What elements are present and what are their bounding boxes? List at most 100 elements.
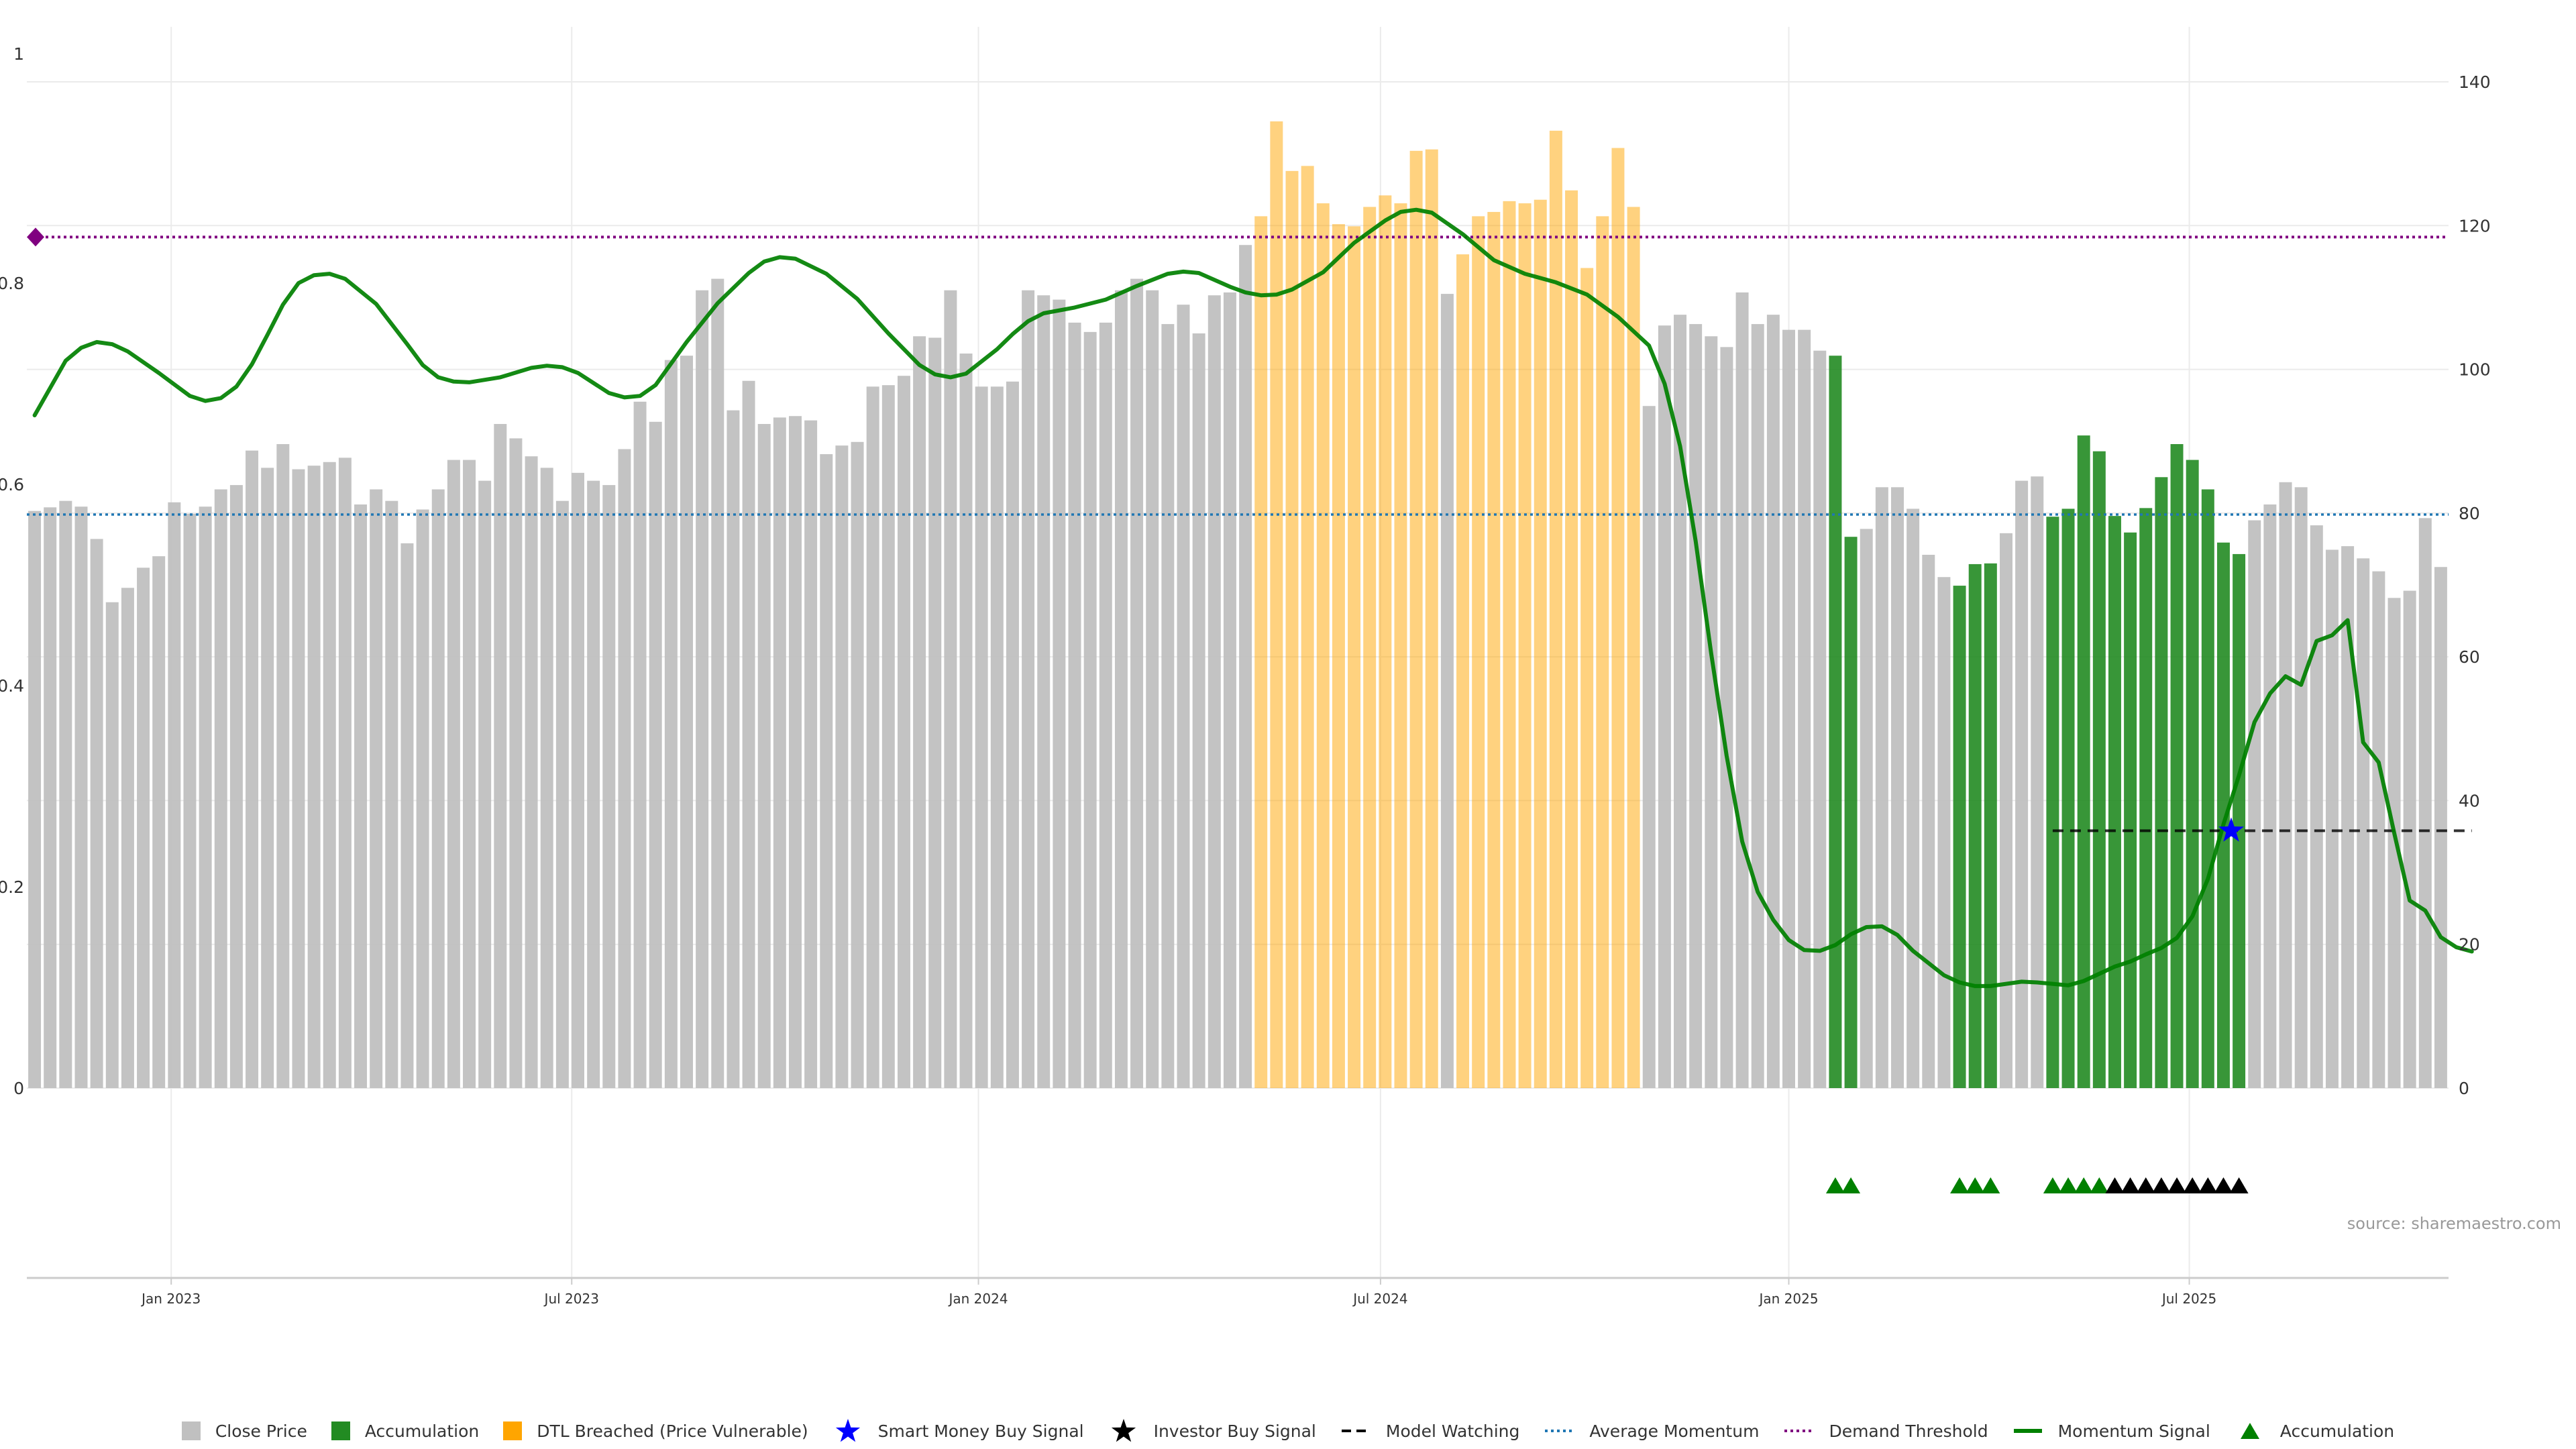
price-bar [338,458,352,1088]
price-bar [649,421,662,1088]
price-bar [2341,546,2355,1088]
price-bar [1083,331,1097,1088]
left-tick-label: 0 [13,1079,24,1098]
price-bar [431,489,445,1088]
legend-item: Accumulation [2235,1417,2394,1444]
price-bar [1503,201,1516,1088]
price-bar [540,468,553,1088]
price-bar [1875,487,1888,1088]
price-bar [1860,529,1873,1088]
price-bar [1844,537,1858,1088]
price-bar [105,602,119,1088]
right-tick-label: 0 [2459,1079,2469,1098]
accumulation-marker [2074,1177,2094,1193]
investor-buy-marker [2198,1177,2218,1193]
price-bar [2418,518,2432,1088]
price-bar [2233,553,2246,1088]
price-bar [214,489,227,1088]
price-bar [1409,150,1423,1088]
price-bar [2310,525,2323,1088]
price-bar [1782,329,1795,1089]
price-bar [881,385,895,1089]
price-bar [866,386,879,1089]
price-bar [1565,190,1578,1089]
price-bar [2031,476,2044,1088]
legend-item: Demand Threshold [1783,1417,1988,1444]
right-tick-label: 60 [2459,647,2480,667]
price-bar [478,480,492,1088]
price-bar [1705,336,1718,1089]
price-bar [1674,315,1687,1089]
price-bar [276,444,290,1088]
price-bar [959,354,973,1088]
x-tick-label: Jan 2024 [947,1291,1008,1307]
price-bar [1658,325,1671,1088]
price-bar [975,386,988,1089]
price-bar [2263,504,2277,1088]
price-bar [1689,324,1703,1089]
x-tick-label: Jul 2023 [543,1291,599,1307]
price-bar [463,460,476,1088]
price-bar [2015,480,2029,1088]
price-bar [2434,567,2447,1088]
left-tick-label: 0.4 [0,676,24,696]
price-bar [90,539,103,1088]
investor-buy-marker [2136,1177,2155,1193]
left-tick-label: 0.8 [0,274,24,293]
price-bar [2155,477,2168,1088]
price-bar [2201,489,2214,1088]
signal-lines [27,207,2474,988]
price-bar [990,386,1004,1089]
momentum-signal-line [32,207,2474,988]
price-bar [2403,590,2416,1088]
legend-square-icon [503,1421,523,1440]
legend-square-icon [331,1421,350,1440]
price-bar [555,500,569,1088]
price-bar [711,278,724,1089]
legend-item: Momentum Signal [2012,1417,2210,1444]
price-bar [28,511,42,1088]
price-bar [1440,294,1454,1089]
price-bar [261,468,274,1088]
smart-money-star [2218,817,2244,842]
legend-item: Close Price [181,1421,307,1441]
right-tick-label: 40 [2459,791,2480,810]
price-bar [1751,324,1764,1089]
price-bar [370,489,383,1088]
legend-square-icon [181,1421,201,1440]
investor-buy-marker [2229,1177,2249,1193]
price-bar [1053,299,1066,1089]
price-bar [835,445,849,1088]
price-bar [525,456,538,1088]
price-bar [2124,532,2137,1088]
price-bar [1394,203,1407,1089]
price-bar [1487,211,1501,1088]
price-bar [1006,381,1019,1089]
price-bar [168,502,181,1088]
price-bar [1192,333,1205,1088]
price-bar [1285,170,1299,1088]
price-bar [2248,520,2261,1088]
right-tick-label: 20 [2459,935,2480,955]
price-bar [1363,207,1377,1088]
price-bar [1037,295,1051,1088]
price-bar [618,449,631,1088]
price-bar [183,513,197,1088]
price-bar [1518,203,1532,1089]
legend-label: Average Momentum [1589,1421,1760,1441]
investor-buy-marker [2183,1177,2202,1193]
price-bar [2216,542,2230,1088]
price-bar [2092,451,2106,1088]
price-bar [1425,149,1438,1089]
accumulation-marker [1950,1177,1970,1193]
signal-markers [27,227,2249,1193]
price-bar [1766,315,1780,1089]
legend-label: Model Watching [1385,1421,1520,1441]
price-bar [572,472,584,1088]
right-tick-label: 140 [2459,72,2491,92]
investor-buy-marker [2121,1177,2140,1193]
investor-buy-marker [2105,1177,2125,1193]
demand-threshold-marker [27,227,44,247]
price-bar [1953,586,1966,1088]
price-bar [1316,203,1330,1089]
